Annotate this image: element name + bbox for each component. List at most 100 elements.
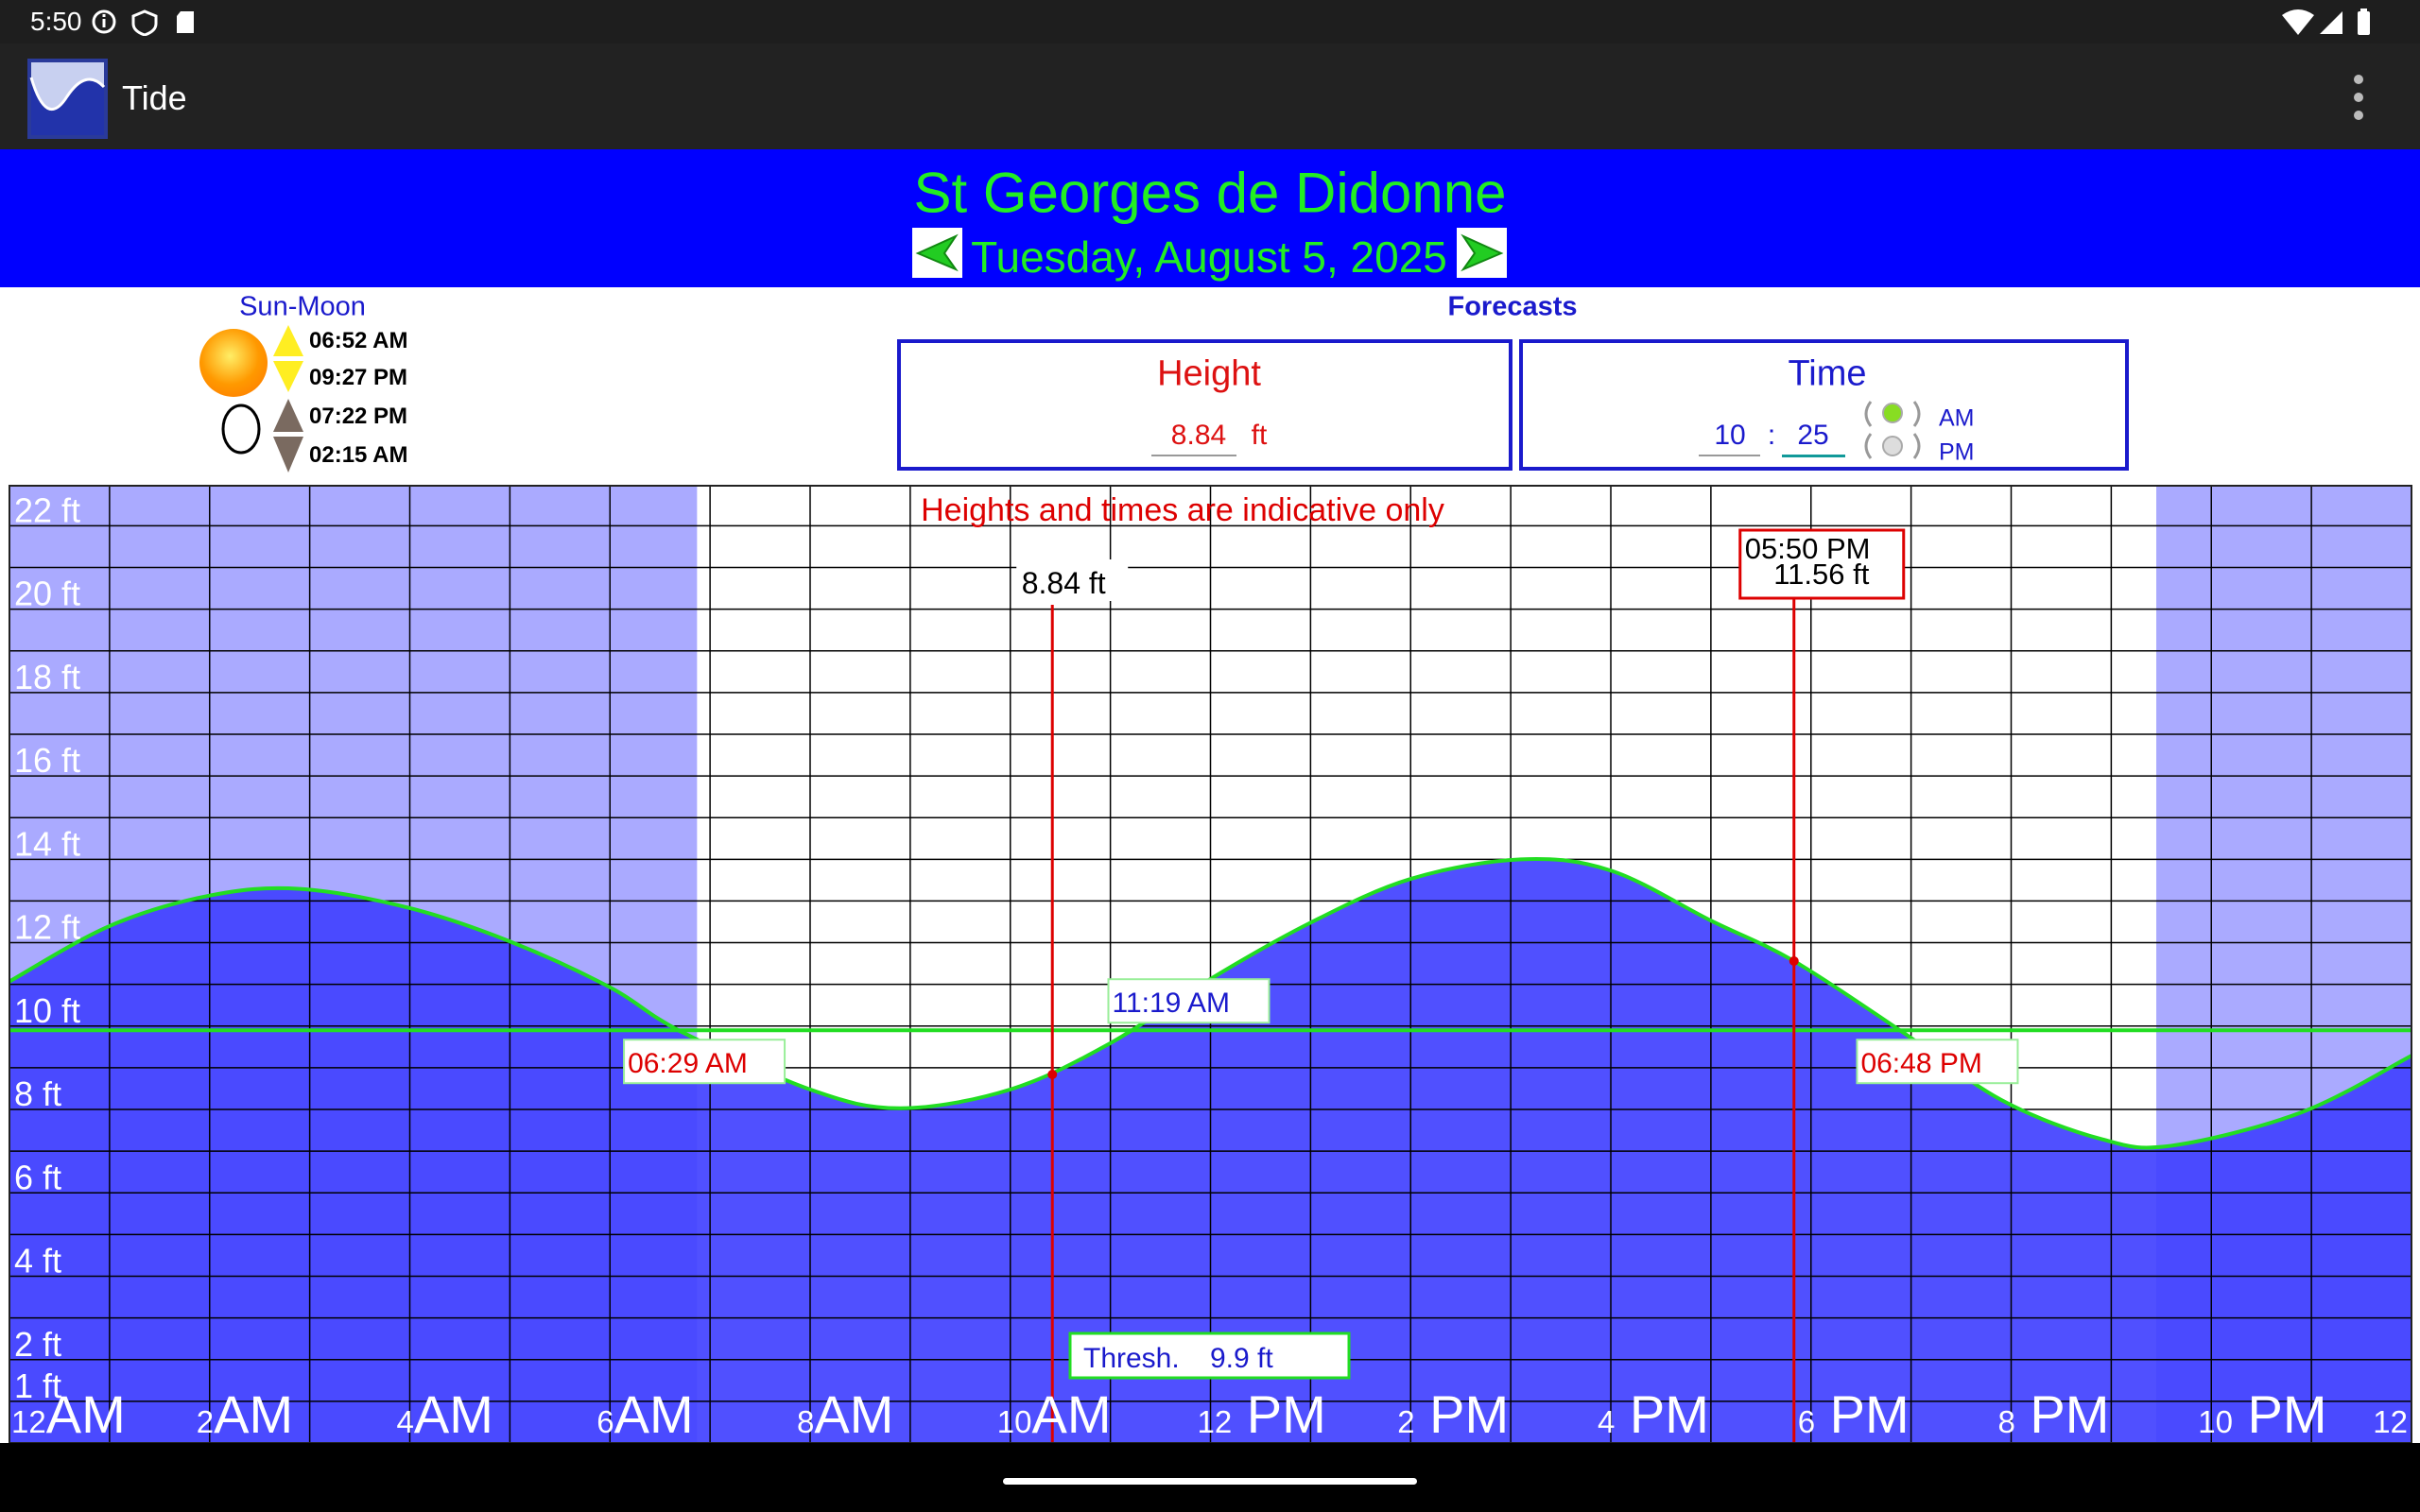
x-tick-suffix: AM [46,1384,126,1443]
sunset-time: 09:27 PM [309,365,408,390]
cursor-time: 05:50 PM [1745,532,1871,565]
time-box: Time 10 : 25 AM PM [1519,339,2129,471]
moonset-time: 02:15 AM [309,442,408,468]
navigation-bar [0,1443,2420,1512]
input-underline [1151,455,1236,456]
x-tick-label: 10 PM [2198,1384,2326,1443]
x-tick-suffix: AM [1031,1384,1111,1443]
location-header: St Georges de Didonne Tuesday, August 5,… [0,149,2420,287]
x-tick-suffix: PM [1615,1384,1709,1443]
y-tick-label: 8 ft [14,1074,61,1113]
date-label: Tuesday, August 5, 2025 [971,232,1447,282]
threshold-value: 9.9 ft [1210,1343,1273,1374]
app-title: Tide [122,78,187,117]
x-tick-label: 6 PM [1798,1384,1910,1443]
home-handle[interactable] [1003,1478,1417,1485]
x-tick-suffix: PM [1815,1384,1910,1443]
height-input[interactable]: 8.84 [1170,420,1227,451]
cursor-point [1789,955,1799,966]
threshold-box [1068,1332,1351,1380]
cursor-height: 8.84 ft [1022,566,1106,600]
input-underline [1782,455,1845,457]
y-tick-label: 18 ft [14,658,80,696]
x-tick-label: 8AM [797,1384,893,1443]
x-tick-label: 12 [2373,1404,2408,1439]
sun-moon-icons [199,325,303,472]
x-tick-hour: 6 [596,1404,614,1439]
x-tick-suffix: PM [1232,1384,1326,1443]
y-tick-label: 16 ft [14,741,80,780]
clock: 5:50 [30,7,82,36]
x-tick-label: 2AM [197,1384,293,1443]
menu-button[interactable] [2347,72,2370,123]
y-tick-label: 1 ft [14,1366,61,1405]
x-tick-label: 2 PM [1397,1384,1509,1443]
y-tick-label: 20 ft [14,575,80,613]
cursor-box [1738,528,1906,600]
x-tick-label: 8 PM [1998,1384,2110,1443]
am-label[interactable]: AM [1939,404,1975,432]
crossing-label: 11:19 AM [1113,988,1231,1019]
app-icon[interactable] [27,59,108,139]
x-tick-hour: 2 [197,1404,214,1439]
threshold-name: Thresh. [1083,1343,1180,1374]
x-tick-suffix: AM [214,1384,293,1443]
crossing-label: 06:48 PM [1860,1048,1981,1079]
x-tick-hour: 2 [1397,1404,1414,1439]
y-tick-label: 12 ft [14,908,80,947]
info-panel: Sun-Moon 06:52 AM 09:27 PM 07:22 PM 02:1… [0,287,2420,486]
height-unit: ft [1251,420,1268,451]
x-tick-suffix: AM [814,1384,893,1443]
cursor-height: 11.56 ft [1773,558,1870,591]
x-tick-label: 10AM [997,1384,1112,1443]
y-tick-label: 14 ft [14,824,80,863]
cursor-point [1047,1069,1058,1079]
forecasts-title: Forecasts [1447,291,1578,322]
system-icons [2282,9,2370,35]
x-tick-hour: 8 [797,1404,814,1439]
x-tick-label: 4AM [397,1384,493,1443]
location-title: St Georges de Didonne [913,161,1507,225]
time-title: Time [1788,353,1867,394]
next-day-button[interactable] [1457,228,1507,278]
app-bar: Tide [0,43,2420,149]
x-tick-hour: 4 [397,1404,414,1439]
x-tick-hour: 4 [1598,1404,1615,1439]
hour-input[interactable]: 10 [1714,420,1746,451]
am-pm-radio[interactable] [1859,398,1926,464]
x-tick-label: 4 PM [1598,1384,1709,1443]
y-tick-label: 22 ft [14,490,80,529]
status-bar: 5:50 [0,0,2420,43]
plot-border [9,485,2412,1443]
x-tick-suffix: PM [1415,1384,1510,1443]
y-tick-label: 6 ft [14,1158,61,1196]
x-tick-hour: 12 [1198,1404,1233,1439]
x-tick-suffix: PM [2015,1384,2110,1443]
x-tick-hour: 8 [1998,1404,2015,1439]
minute-input[interactable]: 25 [1797,420,1829,451]
y-tick-label: 10 ft [14,991,80,1030]
pm-label[interactable]: PM [1939,438,1975,466]
time-separator: : [1767,420,1776,451]
sun-moon-title: Sun-Moon [239,291,366,322]
x-tick-suffix: PM [2233,1384,2327,1443]
tide-chart: 1 ft2 ft 4 ft 6 ft 8 ft 10 ft 12 ft 14 ft 16 ft… [9,485,2412,1443]
crossing-label: 06:29 AM [628,1048,748,1079]
x-tick-label: 12 PM [1198,1384,1326,1443]
sunrise-time: 06:52 AM [309,328,408,353]
height-box: Height 8.84 ft [897,339,1512,471]
x-tick-hour: 12 [11,1404,46,1439]
x-tick-hour: 6 [1798,1404,1815,1439]
previous-day-button[interactable] [912,228,962,278]
x-tick-suffix: AM [414,1384,493,1443]
y-tick-label: 2 ft [14,1325,61,1364]
disclaimer: Heights and times are indicative only [921,492,1444,528]
crossing-box [1856,1039,2019,1085]
x-tick-suffix: AM [614,1384,694,1443]
x-tick-hour: 10 [2198,1404,2233,1439]
cursor-label-bg [1016,559,1129,601]
crossing-box [1107,978,1270,1024]
y-tick-label: 4 ft [14,1242,61,1280]
status-icons [92,9,194,36]
